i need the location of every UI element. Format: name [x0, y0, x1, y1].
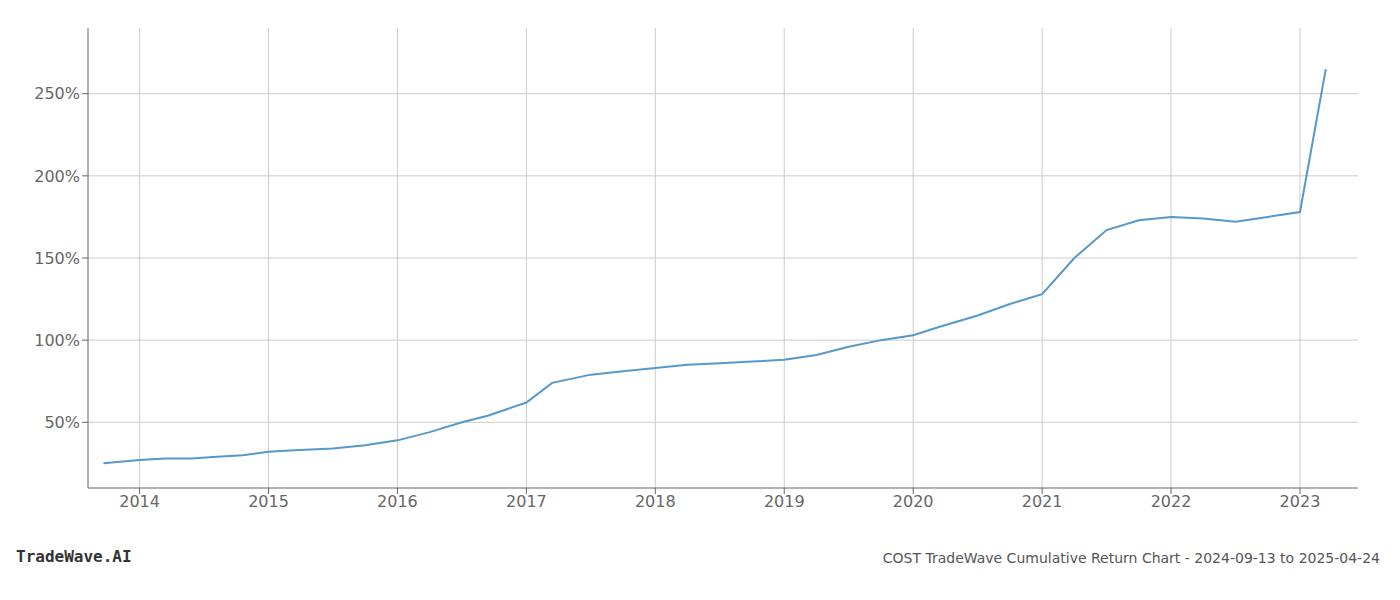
- svg-text:2018: 2018: [635, 492, 676, 511]
- svg-text:100%: 100%: [34, 331, 80, 350]
- html-text:TradeWave.AI: TradeWave.AI: [16, 547, 132, 566]
- svg-text:200%: 200%: [34, 167, 80, 186]
- svg-text:2014: 2014: [119, 492, 160, 511]
- svg-text:2019: 2019: [764, 492, 805, 511]
- svg-text:2016: 2016: [377, 492, 418, 511]
- html-text:COST TradeWave Cumulative Retu: COST TradeWave Cumulative Return Chart -…: [882, 550, 1380, 566]
- svg-text:2020: 2020: [893, 492, 934, 511]
- svg-text:2022: 2022: [1151, 492, 1192, 511]
- svg-text:50%: 50%: [44, 413, 80, 432]
- svg-text:2017: 2017: [506, 492, 547, 511]
- svg-text:150%: 150%: [34, 249, 80, 268]
- svg-text:2015: 2015: [248, 492, 289, 511]
- svg-text:2023: 2023: [1280, 492, 1321, 511]
- svg-text:2021: 2021: [1022, 492, 1063, 511]
- svg-text:250%: 250%: [34, 84, 80, 103]
